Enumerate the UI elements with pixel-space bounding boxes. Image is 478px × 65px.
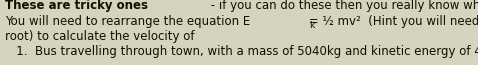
Text: root) to calculate the velocity of: root) to calculate the velocity of bbox=[5, 30, 195, 43]
Text: These are tricky ones: These are tricky ones bbox=[5, 0, 148, 12]
Text: k: k bbox=[309, 20, 314, 30]
Text: 1.  Bus travelling through town, with a mass of 5040kg and kinetic energy of 493: 1. Bus travelling through town, with a m… bbox=[5, 45, 478, 58]
Text: You will need to rearrange the equation E: You will need to rearrange the equation … bbox=[5, 15, 250, 28]
Text: = ½ mv²  (Hint you will need to use a square: = ½ mv² (Hint you will need to use a squ… bbox=[304, 15, 478, 28]
Text: - if you can do these then you really know what you’re doing.: - if you can do these then you really kn… bbox=[206, 0, 478, 12]
